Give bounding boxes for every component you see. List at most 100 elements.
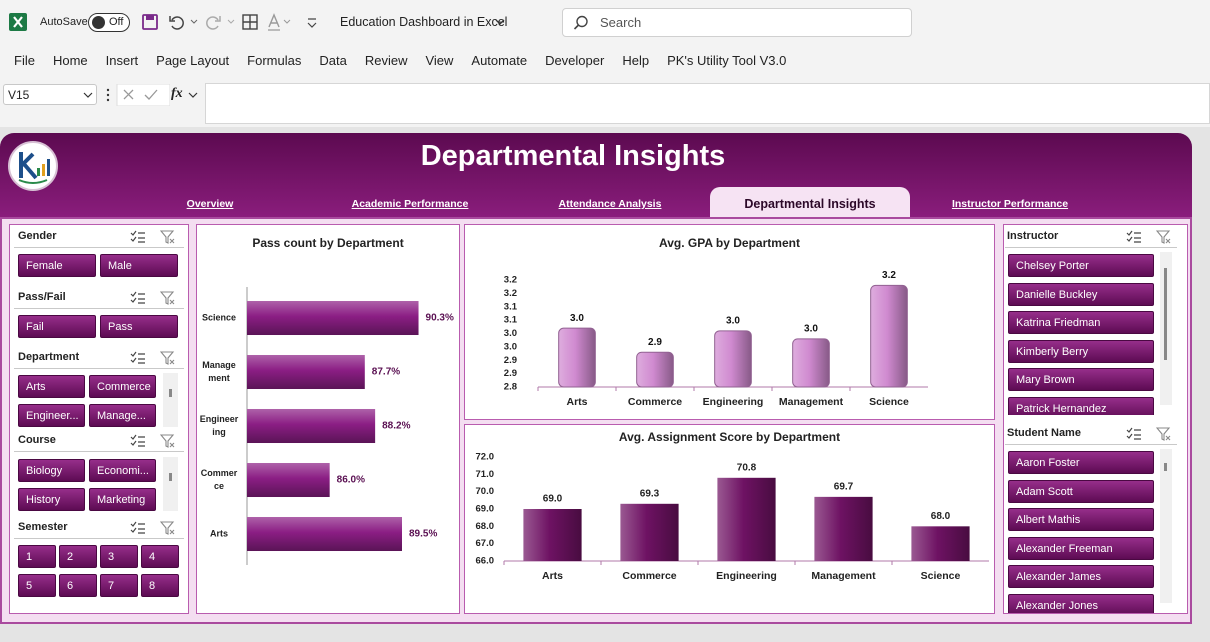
y-tick-label: 68.0 bbox=[476, 521, 495, 532]
slicer-button[interactable]: Katrina Friedman bbox=[1008, 311, 1154, 334]
clear-filter-icon[interactable] bbox=[1155, 230, 1172, 244]
search-box[interactable]: Search bbox=[562, 8, 912, 37]
clear-filter-icon[interactable] bbox=[159, 351, 176, 365]
slicer-button[interactable]: Male bbox=[100, 254, 178, 277]
clear-filter-glyph bbox=[1155, 427, 1171, 441]
nav-tab[interactable]: Attendance Analysis bbox=[558, 198, 662, 210]
slicer-button[interactable]: Alexander Freeman bbox=[1008, 536, 1154, 560]
nav-tab[interactable]: Departmental Insights bbox=[744, 197, 876, 211]
slicer-button[interactable]: Chelsey Porter bbox=[1008, 254, 1154, 277]
bar bbox=[911, 526, 970, 561]
scrollbar[interactable] bbox=[1160, 449, 1172, 603]
y-tick-label: 2.9 bbox=[504, 355, 517, 366]
menu-item[interactable]: Data bbox=[319, 53, 347, 68]
slicer-button[interactable]: Alexander Jones bbox=[1008, 593, 1154, 613]
slicer-button[interactable]: Danielle Buckley bbox=[1008, 282, 1154, 306]
slicer-button[interactable]: Economi... bbox=[89, 459, 156, 482]
slicer-button[interactable]: Alexander James bbox=[1008, 565, 1154, 588]
slicer-button[interactable]: Marketing bbox=[89, 487, 156, 511]
slicer-button[interactable]: 5 bbox=[18, 573, 56, 597]
slicer-button[interactable]: Pass bbox=[100, 315, 178, 338]
scrollbar[interactable] bbox=[163, 457, 178, 511]
file-name-chevron[interactable] bbox=[494, 16, 506, 28]
multi-select-icon[interactable] bbox=[130, 230, 146, 244]
autosave-toggle[interactable]: Off bbox=[88, 13, 130, 32]
menu-item[interactable]: File bbox=[14, 53, 35, 68]
menu-item[interactable]: Developer bbox=[545, 53, 605, 68]
scroll-thumb[interactable] bbox=[1164, 268, 1167, 360]
multi-select-icon[interactable] bbox=[130, 434, 146, 448]
menu-item[interactable]: View bbox=[425, 53, 454, 68]
slicer-button[interactable]: Kimberly Berry bbox=[1008, 339, 1154, 363]
chart: Avg. GPA by Department 2.8 2.9 2.9 3.0 3.0 3.1… bbox=[504, 236, 928, 408]
menu-item[interactable]: PK's Utility Tool V3.0 bbox=[667, 53, 787, 68]
excel-icon[interactable] bbox=[8, 12, 28, 32]
menu-item[interactable]: Formulas bbox=[247, 53, 302, 68]
slicer-button[interactable]: History bbox=[18, 487, 85, 511]
quick-access-toolbar[interactable] bbox=[140, 10, 330, 34]
clear-filter-icon[interactable] bbox=[159, 521, 176, 535]
glyph bbox=[130, 521, 145, 534]
slicer-button[interactable]: Engineer... bbox=[18, 403, 85, 427]
clear-filter-icon[interactable] bbox=[159, 291, 176, 305]
scroll-thumb[interactable] bbox=[169, 473, 172, 481]
nav-tab[interactable]: Academic Performance bbox=[351, 198, 469, 210]
formula-input[interactable] bbox=[205, 83, 1210, 124]
slicer-button[interactable]: 1 bbox=[18, 545, 56, 568]
fx-chevron[interactable] bbox=[187, 90, 199, 100]
file-name[interactable]: Education Dashboard in Excel bbox=[340, 15, 508, 29]
slicer-button[interactable]: Commerce bbox=[89, 375, 156, 398]
scroll-thumb[interactable] bbox=[169, 389, 172, 397]
y-tick-label: 66.0 bbox=[476, 556, 495, 567]
slicer-button[interactable]: 2 bbox=[59, 545, 97, 568]
multi-select-icon[interactable] bbox=[130, 521, 146, 535]
slicer-button[interactable]: 4 bbox=[141, 545, 179, 568]
clear-filter-icon[interactable] bbox=[1155, 427, 1172, 441]
slicer-header: Semester bbox=[18, 521, 68, 533]
glyph bbox=[130, 230, 145, 243]
slicer-button[interactable]: 7 bbox=[100, 573, 138, 597]
slicer-button[interactable]: Mary Brown bbox=[1008, 368, 1154, 391]
nav-tab[interactable]: Instructor Performance bbox=[951, 198, 1069, 210]
name-box[interactable]: V15 bbox=[3, 84, 97, 105]
scrollbar[interactable] bbox=[163, 373, 178, 427]
menu-item[interactable]: Home bbox=[52, 53, 88, 68]
slicer-button[interactable]: 8 bbox=[141, 573, 179, 597]
glyph bbox=[159, 291, 175, 305]
clear-filter-icon[interactable] bbox=[159, 434, 176, 448]
fx-button[interactable]: fx bbox=[171, 86, 183, 101]
formula-buttons[interactable] bbox=[100, 84, 170, 106]
x-tick-label: Science bbox=[921, 570, 961, 582]
multi-select-icon[interactable] bbox=[130, 351, 146, 365]
clear-filter-glyph bbox=[1155, 230, 1171, 244]
menu-item[interactable]: Automate bbox=[471, 53, 528, 68]
slicer-button[interactable]: Manage... bbox=[89, 403, 156, 427]
slicer-button[interactable]: Fail bbox=[18, 315, 96, 338]
search-placeholder: Search bbox=[600, 15, 642, 30]
data-label: 69.0 bbox=[543, 494, 563, 505]
chart-title: Avg. Assignment Score by Department bbox=[619, 430, 840, 444]
nav-tab[interactable]: Overview bbox=[186, 198, 234, 210]
menu-item[interactable]: Page Layout bbox=[156, 53, 230, 68]
clear-filter-icon[interactable] bbox=[159, 230, 176, 244]
multi-select-icon[interactable] bbox=[1126, 230, 1142, 244]
slicer-button[interactable]: Albert Mathis bbox=[1008, 508, 1154, 531]
bar bbox=[247, 300, 419, 336]
glyph bbox=[1155, 427, 1171, 441]
menu-item[interactable]: Review bbox=[364, 53, 408, 68]
slicer-button[interactable]: Aaron Foster bbox=[1008, 451, 1154, 474]
scroll-thumb[interactable] bbox=[1164, 463, 1167, 471]
slicer-button[interactable]: Female bbox=[18, 254, 96, 277]
slicer-button[interactable]: Arts bbox=[18, 375, 85, 398]
multi-select-icon[interactable] bbox=[1126, 427, 1142, 441]
slicer-button[interactable]: Biology bbox=[18, 459, 85, 482]
menu-item[interactable]: Insert bbox=[105, 53, 139, 68]
menu-item[interactable]: Help bbox=[622, 53, 650, 68]
slicer-button[interactable]: Patrick Hernandez bbox=[1008, 396, 1154, 415]
multi-select-icon[interactable] bbox=[130, 291, 146, 305]
slicer-button[interactable]: Adam Scott bbox=[1008, 479, 1154, 503]
slicer-button[interactable]: 6 bbox=[59, 573, 97, 597]
bar bbox=[814, 496, 873, 561]
slicer-button[interactable]: 3 bbox=[100, 545, 138, 568]
